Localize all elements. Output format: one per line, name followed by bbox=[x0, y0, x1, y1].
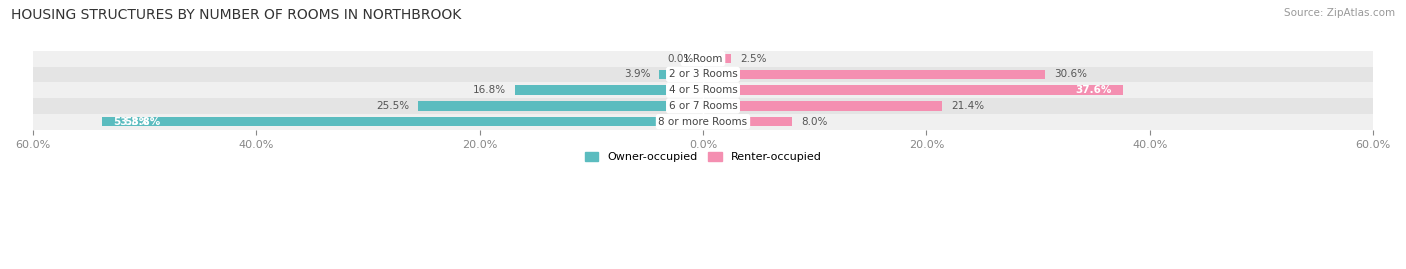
Bar bbox=[515, 86, 703, 95]
Bar bbox=[703, 54, 731, 63]
Text: 53.8%: 53.8% bbox=[124, 117, 160, 127]
Text: 0.0%: 0.0% bbox=[668, 54, 695, 64]
Text: 3.9%: 3.9% bbox=[624, 69, 651, 79]
Legend: Owner-occupied, Renter-occupied: Owner-occupied, Renter-occupied bbox=[581, 147, 825, 167]
Bar bbox=[101, 117, 703, 126]
Text: 8.0%: 8.0% bbox=[801, 117, 828, 127]
Bar bbox=[703, 70, 1045, 79]
Bar bbox=[32, 51, 1374, 66]
Bar bbox=[418, 101, 703, 111]
Bar bbox=[32, 66, 1374, 82]
Text: 2 or 3 Rooms: 2 or 3 Rooms bbox=[669, 69, 737, 79]
Text: Source: ZipAtlas.com: Source: ZipAtlas.com bbox=[1284, 8, 1395, 18]
Text: 16.8%: 16.8% bbox=[474, 85, 506, 95]
Text: 8 or more Rooms: 8 or more Rooms bbox=[658, 117, 748, 127]
Text: 37.6%: 37.6% bbox=[1076, 85, 1112, 95]
Bar bbox=[32, 98, 1374, 114]
Text: 30.6%: 30.6% bbox=[1054, 69, 1087, 79]
Bar bbox=[32, 114, 1374, 130]
Bar bbox=[703, 117, 793, 126]
Text: 4 or 5 Rooms: 4 or 5 Rooms bbox=[669, 85, 737, 95]
Text: 21.4%: 21.4% bbox=[950, 101, 984, 111]
Bar bbox=[703, 86, 1123, 95]
Text: HOUSING STRUCTURES BY NUMBER OF ROOMS IN NORTHBROOK: HOUSING STRUCTURES BY NUMBER OF ROOMS IN… bbox=[11, 8, 461, 22]
Text: 53.8%: 53.8% bbox=[112, 117, 149, 127]
Text: 25.5%: 25.5% bbox=[375, 101, 409, 111]
Bar bbox=[703, 101, 942, 111]
Bar bbox=[32, 82, 1374, 98]
Text: 1 Room: 1 Room bbox=[683, 54, 723, 64]
Text: 2.5%: 2.5% bbox=[740, 54, 766, 64]
Bar bbox=[659, 70, 703, 79]
Text: 6 or 7 Rooms: 6 or 7 Rooms bbox=[669, 101, 737, 111]
